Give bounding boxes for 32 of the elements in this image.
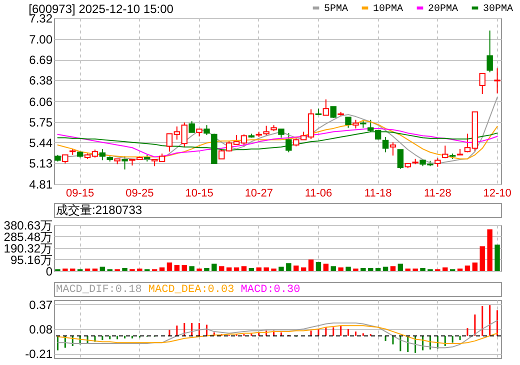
y-tick-label: 380.63万 [4,218,52,232]
y-tick-label: -0.21 [25,347,53,362]
y-tick-label: 5.44 [29,136,53,150]
legend-label: 20PMA [428,4,458,15]
y-tick-label: 190.32万 [4,242,52,256]
y-tick-label: 7.00 [29,32,53,47]
y-tick-label: 285.48万 [4,230,52,244]
y-tick-label: 5.13 [29,156,53,170]
y-tick-label: 0.08 [29,322,53,336]
x-tick-label: 11-18 [364,188,392,200]
y-tick-label: 0.37 [29,298,53,312]
y-tick-label: 5.75 [29,115,53,130]
y-tick-label: 95.16万 [10,253,52,267]
text: 成交量:2180733 [56,203,142,217]
legend-label: 5PMA [324,4,348,15]
x-tick-label: 12-10 [483,188,512,200]
x-tick-label: 10-27 [244,188,273,200]
y-tick-label: 6.38 [29,74,53,88]
legend-label: 10PMA [373,4,404,15]
x-tick-label: 10-15 [185,188,214,200]
y-tick-label: 0 [46,264,53,278]
x-tick-label: 09-15 [66,188,94,200]
x-tick-label: 09-25 [126,188,154,200]
x-tick-label: 11-06 [304,188,332,200]
x-tick-label: 11-28 [424,188,452,200]
text: MACD:0.30 [240,284,300,296]
y-tick-label: 6.06 [29,94,53,109]
legend-label: 30PMA [483,4,514,15]
y-tick-label: 6.69 [29,53,53,68]
y-tick-label: 4.81 [29,178,53,192]
text: MACD_DIF:0.18 [56,284,142,296]
text: MACD_DEA:0.03 [148,284,234,296]
